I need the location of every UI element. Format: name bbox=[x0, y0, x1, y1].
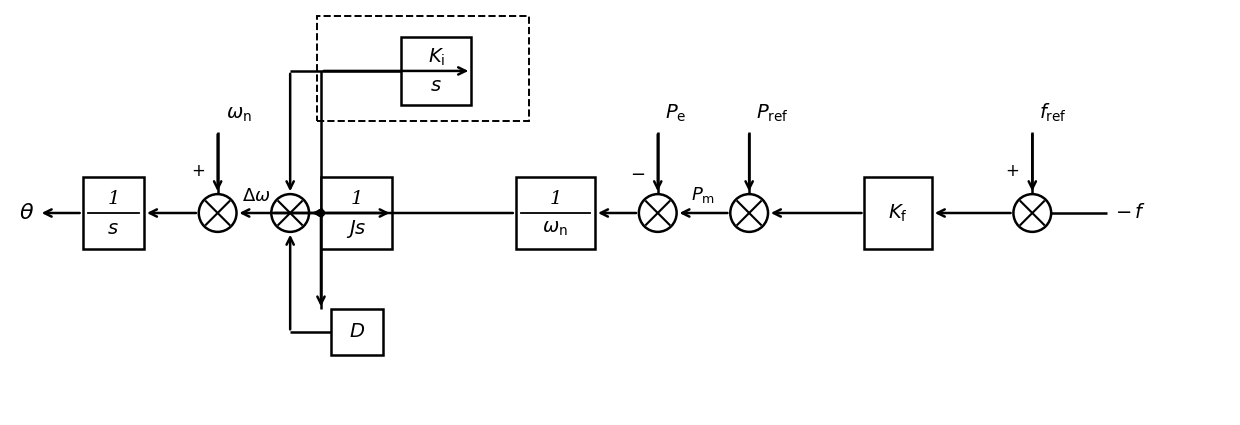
Circle shape bbox=[198, 194, 237, 232]
Bar bbox=[516, 177, 595, 249]
Bar bbox=[864, 177, 932, 249]
Text: $\Delta\omega$: $\Delta\omega$ bbox=[242, 187, 270, 205]
Text: $+$: $+$ bbox=[191, 163, 205, 180]
Text: 1: 1 bbox=[107, 190, 119, 208]
Circle shape bbox=[317, 210, 325, 216]
Text: $K_{\rm f}$: $K_{\rm f}$ bbox=[888, 202, 908, 224]
Bar bbox=[321, 177, 393, 249]
Text: $\omega_{\rm n}$: $\omega_{\rm n}$ bbox=[226, 105, 252, 124]
Text: $P_{\rm ref}$: $P_{\rm ref}$ bbox=[756, 102, 789, 124]
Text: $K_{\rm i}$: $K_{\rm i}$ bbox=[428, 47, 445, 68]
Text: $f_{\rm ref}$: $f_{\rm ref}$ bbox=[1039, 101, 1068, 124]
Text: $Js$: $Js$ bbox=[346, 218, 367, 240]
Text: $+$: $+$ bbox=[1006, 163, 1019, 180]
Text: $P_{\rm e}$: $P_{\rm e}$ bbox=[665, 102, 686, 124]
Text: $\theta$: $\theta$ bbox=[19, 202, 33, 224]
Text: $s$: $s$ bbox=[430, 77, 443, 95]
Circle shape bbox=[639, 194, 677, 232]
Text: $-\,f$: $-\,f$ bbox=[1115, 204, 1146, 223]
Text: 1: 1 bbox=[549, 190, 562, 208]
Bar bbox=[402, 37, 471, 105]
Text: $P_{\rm m}$: $P_{\rm m}$ bbox=[692, 185, 715, 205]
Text: $-$: $-$ bbox=[630, 164, 646, 182]
Text: 1: 1 bbox=[351, 190, 363, 208]
Bar bbox=[317, 16, 528, 121]
Circle shape bbox=[272, 194, 309, 232]
Text: $\omega_{\rm n}$: $\omega_{\rm n}$ bbox=[542, 220, 568, 238]
Text: $D$: $D$ bbox=[348, 323, 365, 341]
Bar bbox=[83, 177, 144, 249]
Bar bbox=[331, 309, 383, 355]
Circle shape bbox=[730, 194, 768, 232]
Text: $s$: $s$ bbox=[108, 220, 119, 238]
Circle shape bbox=[1013, 194, 1052, 232]
